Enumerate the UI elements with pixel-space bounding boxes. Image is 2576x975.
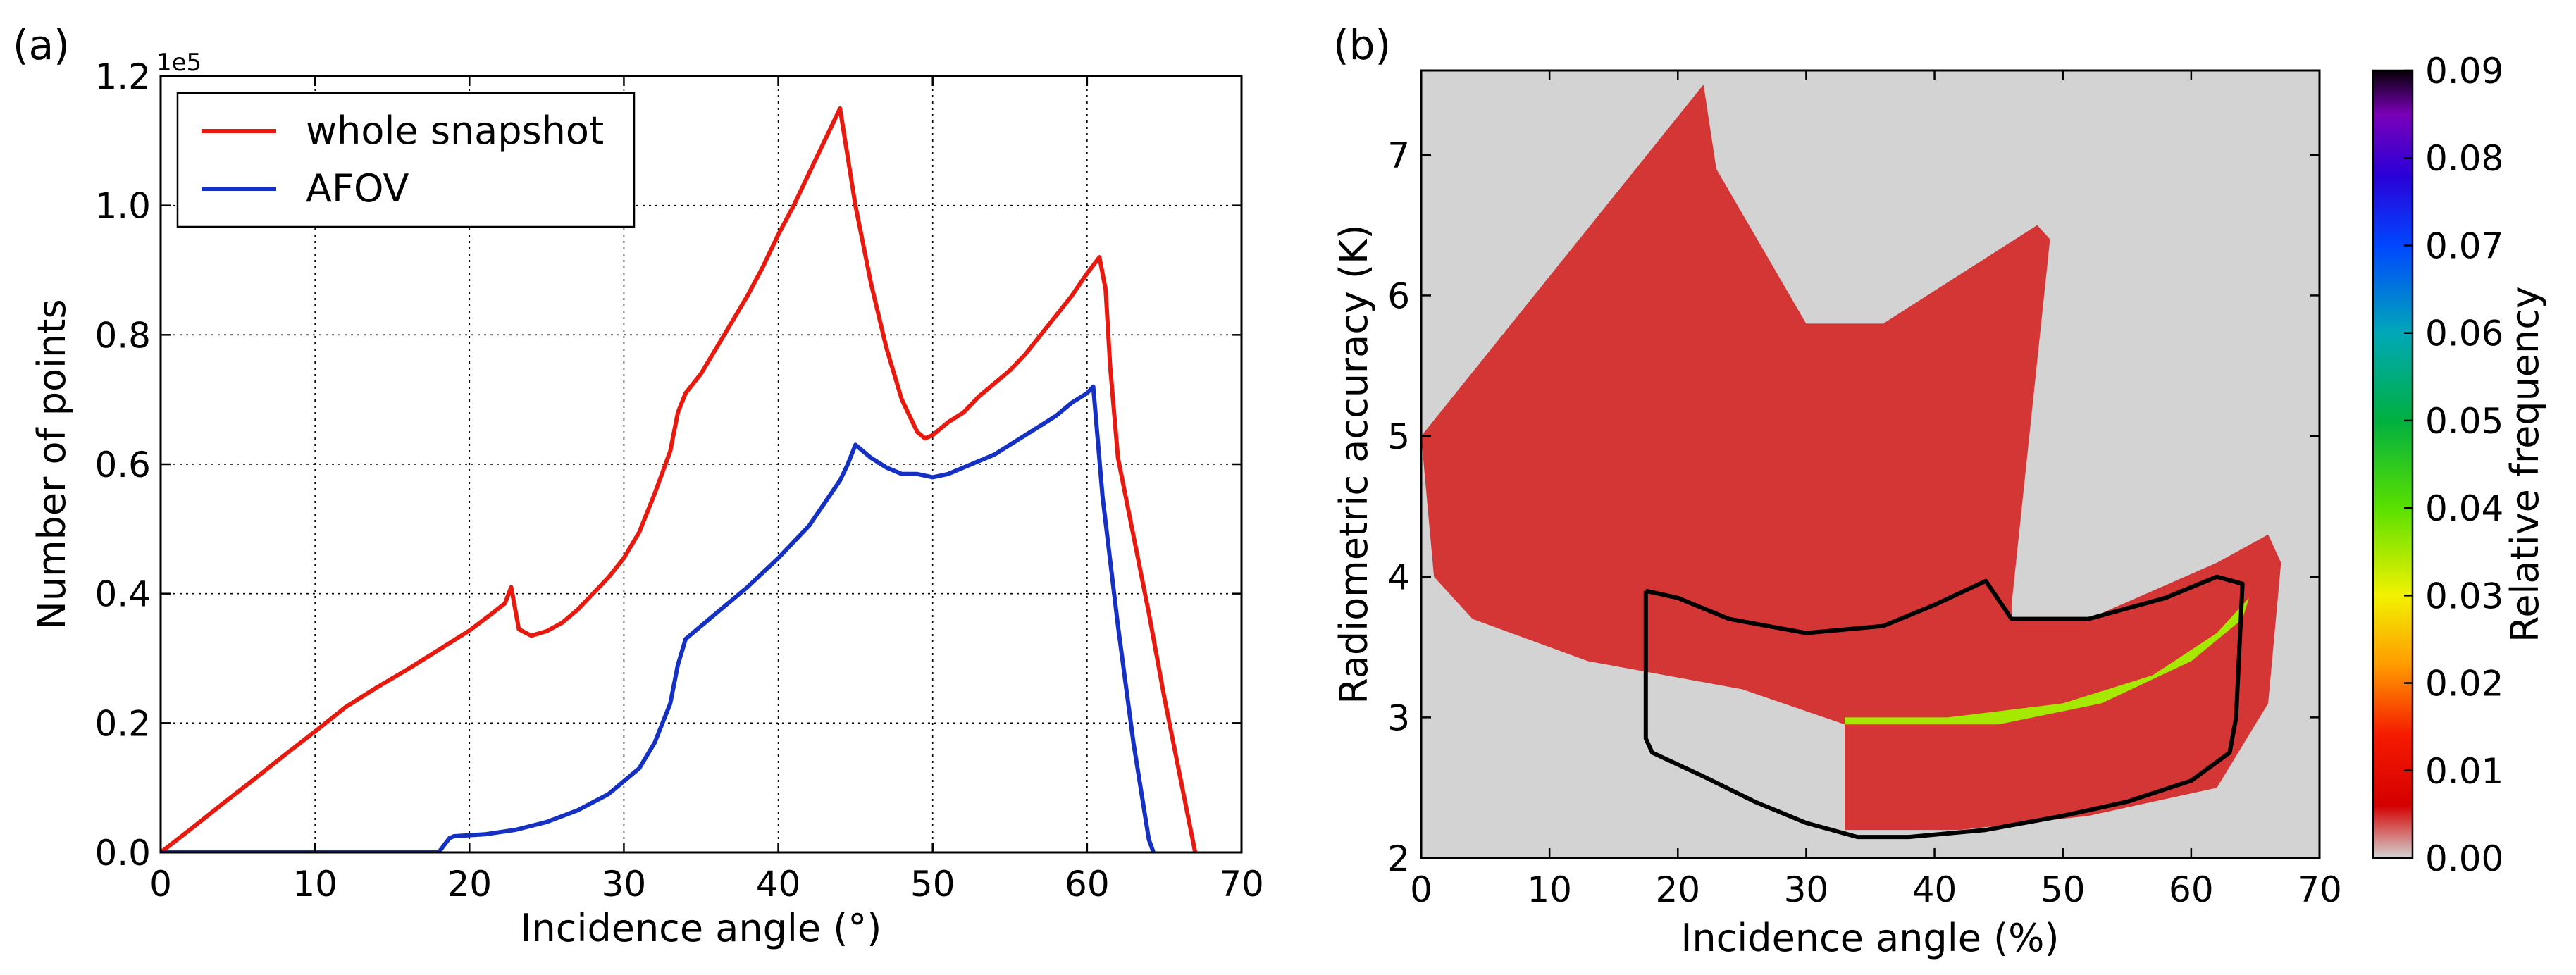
series-line-afov (161, 384, 1156, 852)
colorbar-ticks: 0.00 0.01 0.02 0.03 0.04 0.05 0.06 0.07 0.08 0.09 (2404, 51, 2503, 879)
y-tick-label: 1.0 (94, 186, 151, 227)
series-line-whole-snapshot (161, 106, 1198, 852)
x-tick-label: 50 (2041, 869, 2086, 910)
y-tick-label: 0.8 (94, 315, 151, 356)
y-tick-label: 5 (1387, 416, 1410, 457)
afov-contour-group (1643, 574, 2245, 840)
y-tick-label: 0.6 (94, 445, 151, 485)
colorbar-tick-label: 0.08 (2425, 138, 2503, 179)
panel-b-label: (b) (1333, 21, 1391, 69)
x-tick-label: 70 (2297, 869, 2342, 910)
x-tick-label: 0 (149, 864, 172, 905)
y-tick-label: 6 (1387, 275, 1410, 316)
y-tick-label: 1.2 (94, 56, 151, 97)
panel-b-x-ticks: 0 10 20 30 40 50 60 70 (1410, 70, 2342, 910)
x-tick-label: 10 (292, 864, 338, 905)
x-tick-label: 60 (1065, 864, 1110, 905)
x-tick-label: 50 (910, 864, 955, 905)
panel-a-x-axis-title: Incidence angle (°) (521, 906, 882, 950)
x-tick-label: 0 (1410, 869, 1432, 910)
y-tick-label: 0.4 (94, 574, 151, 615)
colorbar-gradient (2372, 69, 2414, 859)
x-tick-label: 40 (1912, 869, 1957, 910)
legend-box (176, 92, 636, 228)
heatmap-regions (1421, 85, 2281, 831)
panel-a-series (161, 106, 1198, 852)
legend-label-afov: AFOV (306, 166, 409, 211)
low-frequency-region (1421, 85, 2281, 831)
colorbar-tick-label: 0.06 (2425, 313, 2503, 354)
x-tick-label: 10 (1527, 869, 1572, 910)
panel-a-grid (161, 76, 1241, 852)
x-tick-label: 30 (602, 864, 647, 905)
panel-a-offset-label: 1e5 (156, 49, 202, 77)
panel-a-y-axis-title: Number of points (30, 299, 74, 629)
y-tick-label: 0.0 (94, 833, 151, 874)
colorbar-tick-label: 0.04 (2425, 488, 2503, 529)
panel-a-line-chart: (a) 0 10 20 30 40 50 60 70 0.0 0.2 0.4 0.6 0.8 1.0 1.… (13, 21, 1264, 950)
x-tick-label: 20 (447, 864, 492, 905)
colorbar-tick-label: 0.07 (2425, 225, 2503, 266)
colorbar: 0.00 0.01 0.02 0.03 0.04 0.05 0.06 0.07 0.08 0.09… (2372, 51, 2547, 879)
x-tick-label: 20 (1655, 869, 1700, 910)
panel-a-y-ticks: 0.0 0.2 0.4 0.6 0.8 1.0 1.2 (94, 56, 1241, 874)
panel-a-legend: whole snapshot AFOV (176, 92, 636, 228)
x-tick-label: 30 (1784, 869, 1829, 910)
panel-b-frame (1420, 69, 2321, 859)
panel-b-y-axis-title: Radiometric accuracy (K) (1332, 224, 1376, 704)
y-tick-label: 4 (1387, 557, 1410, 598)
x-tick-label: 60 (2169, 869, 2214, 910)
colorbar-tick-label: 0.01 (2425, 751, 2503, 792)
legend-label-whole-snapshot: whole snapshot (306, 108, 604, 153)
afov-contour (1643, 574, 2245, 840)
colorbar-label: Relative frequency (2503, 286, 2547, 642)
y-tick-label: 0.2 (94, 703, 151, 744)
colorbar-tick-label: 0.02 (2425, 664, 2503, 704)
panel-b-heatmap: (b) 0 10 20 30 40 50 60 70 2 3 4 5 6 7 Incidence ang… (1332, 21, 2547, 960)
colorbar-tick-label: 0.09 (2425, 51, 2503, 92)
panel-a-x-ticks: 0 10 20 30 40 50 60 70 (149, 76, 1264, 905)
y-tick-label: 3 (1387, 697, 1410, 738)
colorbar-tick-label: 0.00 (2425, 838, 2503, 879)
panel-b-x-axis-title: Incidence angle (%) (1680, 916, 2059, 960)
panel-a-label: (a) (13, 21, 70, 69)
x-tick-label: 40 (756, 864, 801, 905)
x-tick-label: 70 (1219, 864, 1264, 905)
colorbar-tick-label: 0.03 (2425, 576, 2503, 616)
colorbar-tick-label: 0.05 (2425, 401, 2503, 442)
y-tick-label: 2 (1387, 838, 1410, 879)
y-tick-label: 7 (1387, 135, 1410, 176)
panel-b-y-ticks: 2 3 4 5 6 7 (1387, 135, 2320, 879)
